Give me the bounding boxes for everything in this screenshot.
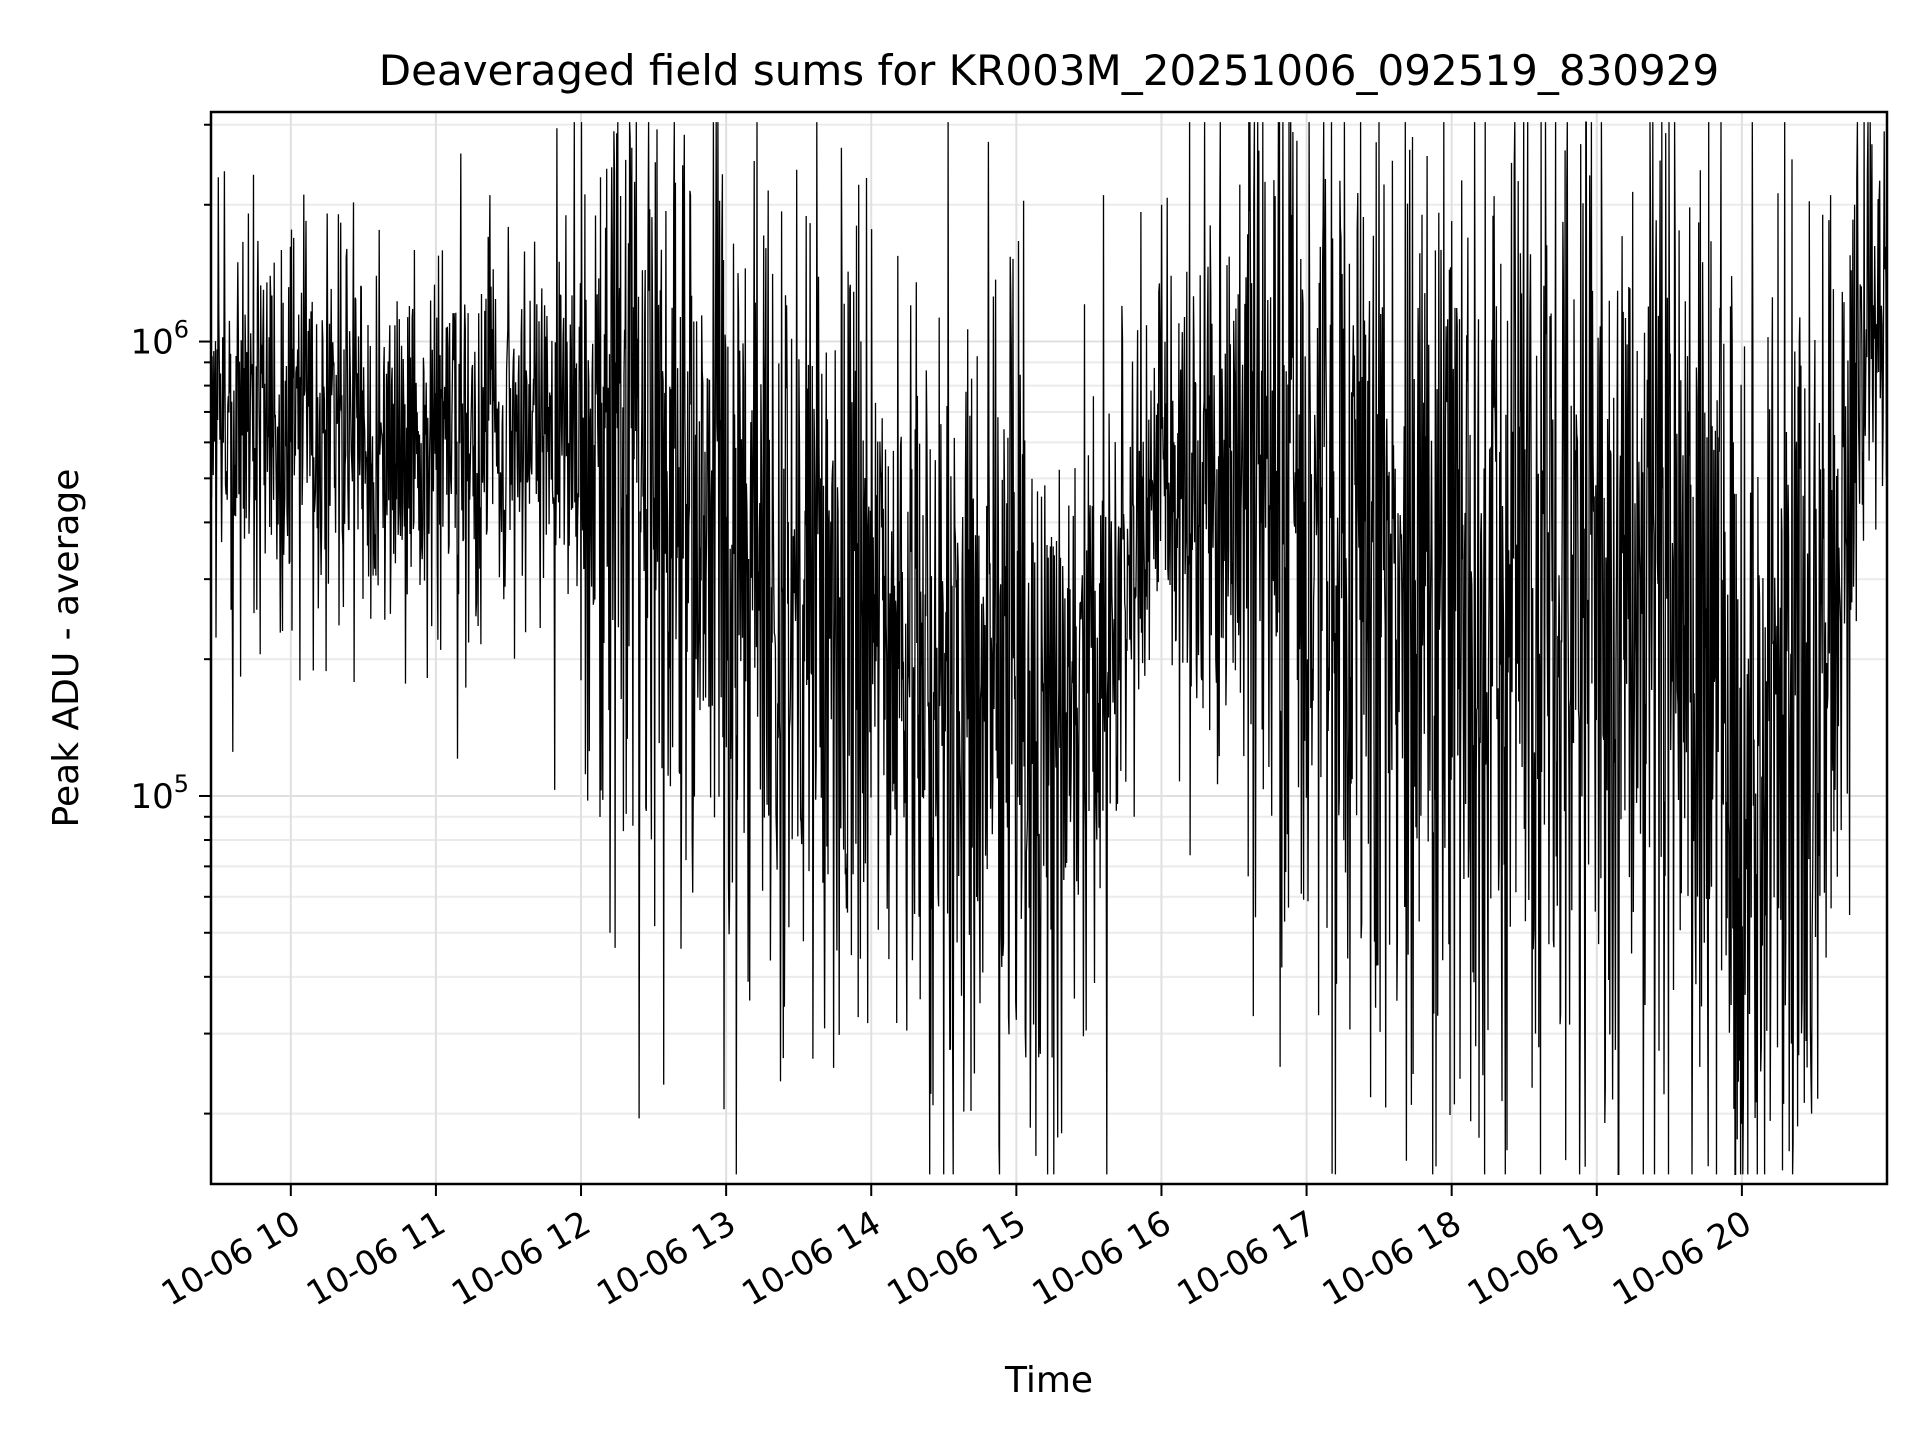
plot-area-frame — [209, 110, 1889, 1186]
y-axis-label: Peak ADU - average — [46, 469, 87, 828]
y-tick-label: 105 — [130, 770, 189, 817]
chart-title: Deaveraged field sums for KR003M_2025100… — [379, 46, 1719, 95]
series-layer — [210, 121, 1888, 1176]
series-line — [210, 121, 1888, 1176]
x-axis-label: Time — [1004, 1360, 1093, 1401]
y-axis-ticks: 105 106 — [130, 123, 211, 1115]
y-tick-label: 106 — [130, 316, 189, 363]
